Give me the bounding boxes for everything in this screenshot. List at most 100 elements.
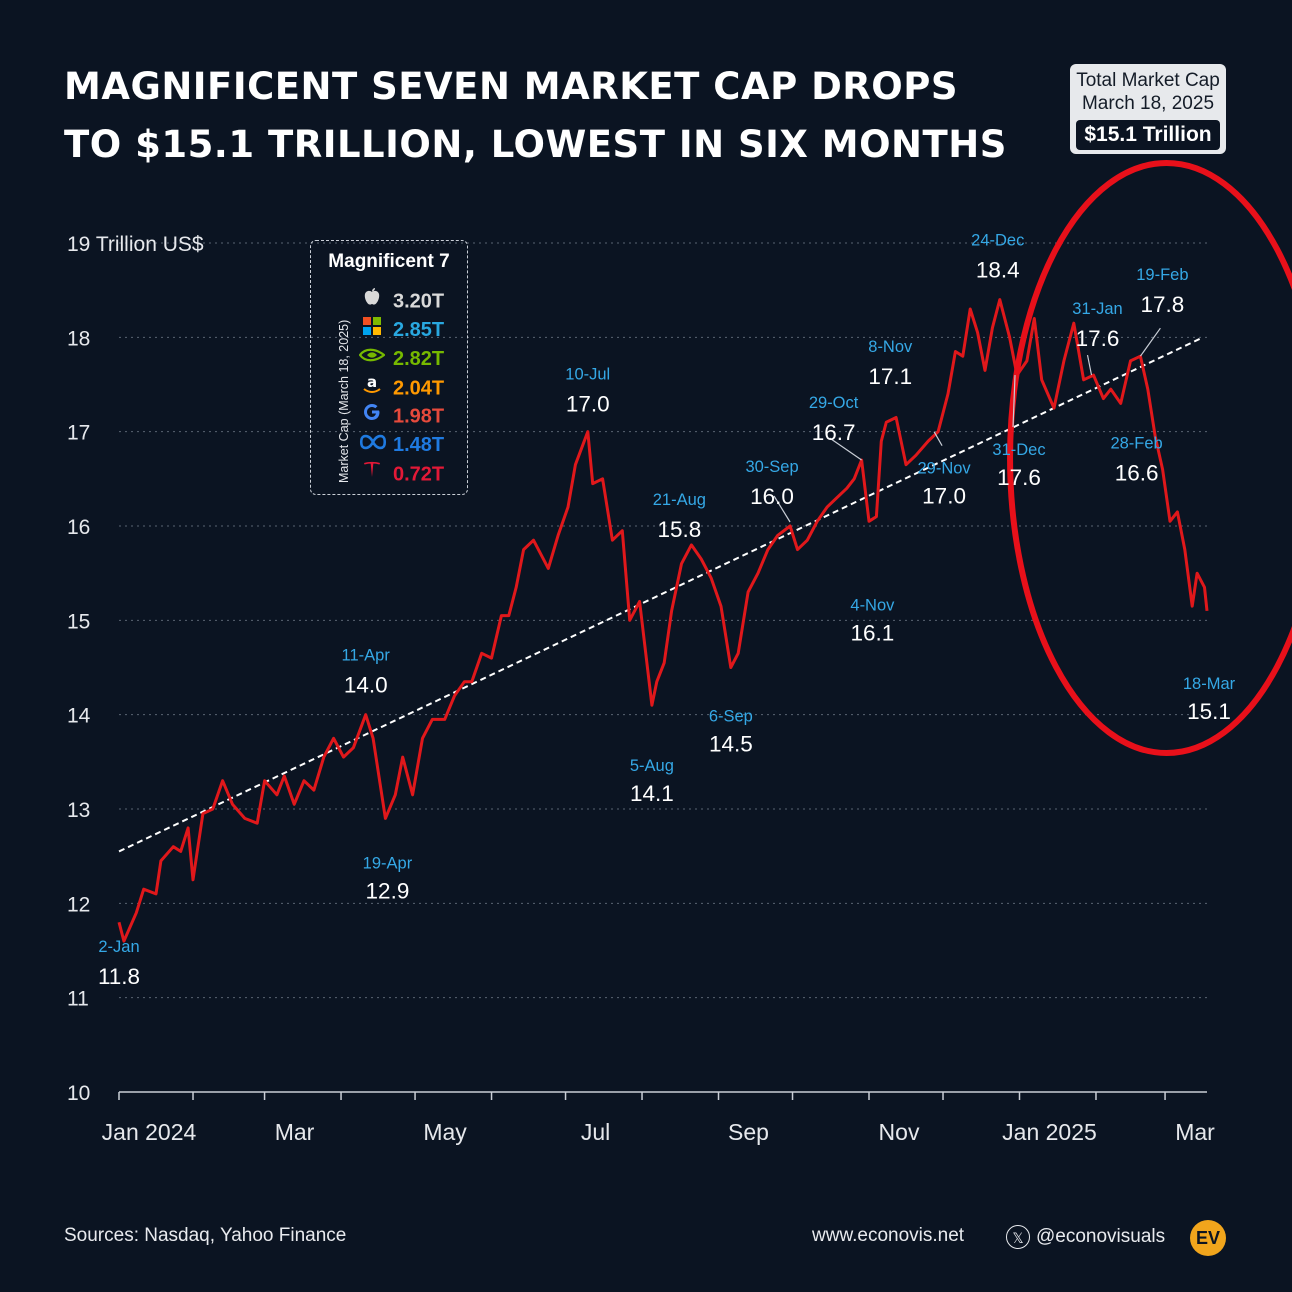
annotation-leader xyxy=(1139,327,1161,357)
title-line-1: MAGNIFICENT SEVEN MARKET CAP DROPS xyxy=(64,65,959,108)
annotation-date: 19-Apr xyxy=(363,854,413,872)
annotation-date: 24-Dec xyxy=(971,232,1024,250)
y-tick-label: 18 xyxy=(67,327,90,350)
annotation-date: 6-Sep xyxy=(709,708,753,726)
meta-icon xyxy=(359,432,387,460)
amazon-icon: a xyxy=(359,373,385,404)
annotation-date: 5-Aug xyxy=(630,757,674,775)
annotation-value: 16.6 xyxy=(1115,460,1159,485)
legend-title: Magnificent 7 xyxy=(328,251,450,272)
highlight-ellipse xyxy=(1007,160,1292,756)
legend-value-amazon: 2.04T xyxy=(393,377,445,400)
y-tick-label: 16 xyxy=(67,516,90,539)
total-market-cap-box: Total Market Cap March 18, 2025 $15.1 Tr… xyxy=(1070,64,1226,154)
annotation-value: 18.4 xyxy=(976,258,1020,283)
google-icon xyxy=(359,402,385,432)
tesla-icon xyxy=(359,460,385,490)
annotation-value: 17.0 xyxy=(566,392,610,417)
annotation-date: 11-Apr xyxy=(342,647,391,665)
annotation-value: 15.8 xyxy=(657,517,701,542)
econovis-logo: EV xyxy=(1190,1220,1226,1256)
annotation-value: 17.0 xyxy=(922,484,966,509)
y-tick-label: 17 xyxy=(67,422,90,445)
x-tick-label: Jul xyxy=(581,1119,610,1145)
annotation-value: 16.7 xyxy=(812,420,856,445)
legend-vertical-label: Market Cap (March 18, 2025) xyxy=(337,319,351,483)
annotation-value: 16.1 xyxy=(851,621,895,646)
annotation-value: 17.1 xyxy=(868,364,912,389)
legend-item-microsoft: 2.85T xyxy=(359,316,444,344)
annotation-date: 29-Nov xyxy=(917,460,971,478)
annotation-date: 10-Jul xyxy=(565,366,610,384)
annotation-date: 8-Nov xyxy=(868,338,913,356)
legend-item-apple: 3.20T xyxy=(359,287,444,315)
x-tick-label: Jan 2025 xyxy=(1002,1119,1097,1145)
y-tick-label: 11 xyxy=(67,988,89,1011)
y-tick-label: 10 xyxy=(67,1082,90,1105)
annotation-date: 21-Aug xyxy=(653,491,706,509)
legend-value-google: 1.98T xyxy=(393,405,445,428)
series-line xyxy=(117,298,1209,943)
annotation-date: 28-Feb xyxy=(1110,434,1162,452)
x-tick-label: Nov xyxy=(879,1119,920,1145)
annotation-value: 14.5 xyxy=(709,732,753,757)
footer-sources: Sources: Nasdaq, Yahoo Finance xyxy=(64,1225,347,1246)
title-line-2: TO $15.1 TRILLION, LOWEST IN SIX MONTHS xyxy=(64,123,1007,166)
annotation-date: 18-Mar xyxy=(1183,675,1236,693)
annotation-value: 17.6 xyxy=(997,465,1041,490)
annotation-date: 31-Jan xyxy=(1072,300,1122,318)
y-tick-label: 14 xyxy=(67,705,91,728)
total-box-label: Total Market Cap xyxy=(1076,70,1220,91)
x-tick-label: May xyxy=(423,1119,467,1145)
annotation-value: 15.1 xyxy=(1187,699,1231,724)
y-tick-label: 19 Trillion US$ xyxy=(67,233,204,256)
footer-social-handle: @econovisuals xyxy=(1036,1226,1166,1248)
annotation-leader xyxy=(1086,354,1093,376)
x-tick-label: Mar xyxy=(1175,1119,1215,1145)
y-tick-label: 15 xyxy=(67,610,90,633)
x-tick-label: Jan 2024 xyxy=(102,1119,197,1145)
annotation-leader xyxy=(1012,375,1016,428)
annotation-value: 17.6 xyxy=(1076,326,1120,351)
legend-item-google: 1.98T xyxy=(359,402,444,430)
annotation-leader xyxy=(933,431,943,446)
svg-text:a: a xyxy=(367,374,377,391)
annotation-date: 29-Oct xyxy=(809,394,859,412)
legend-item-meta: 1.48T xyxy=(359,431,444,459)
y-tick-label: 13 xyxy=(67,799,90,822)
legend-item-amazon: a 2.04T xyxy=(359,373,445,404)
footer-website[interactable]: www.econovis.net xyxy=(812,1225,965,1246)
annotation-value: 16.0 xyxy=(750,484,794,509)
annotation-date: 4-Nov xyxy=(850,597,895,615)
annotation-value: 11.8 xyxy=(98,964,140,989)
total-box-value: $15.1 Trillion xyxy=(1076,120,1220,150)
annotation-value: 12.9 xyxy=(366,878,410,903)
legend-item-tesla: 0.72T xyxy=(359,460,444,488)
legend-value-tesla: 0.72T xyxy=(393,463,445,486)
total-box-date: March 18, 2025 xyxy=(1081,93,1215,114)
legend-item-nvidia: 2.82T xyxy=(358,345,445,374)
apple-icon xyxy=(359,287,385,317)
annotation-date: 2-Jan xyxy=(98,938,139,956)
legend-value-apple: 3.20T xyxy=(393,290,445,313)
legend: Magnificent 7 Market Cap (March 18, 2025… xyxy=(310,240,468,495)
annotation-value: 14.0 xyxy=(344,673,388,698)
legend-value-nvidia: 2.82T xyxy=(393,348,445,370)
legend-value-microsoft: 2.85T xyxy=(393,319,445,341)
nvidia-icon xyxy=(358,346,386,374)
annotation-date: 31-Dec xyxy=(992,441,1045,459)
chart-title: MAGNIFICENT SEVEN MARKET CAP DROPS TO $1… xyxy=(64,58,1007,174)
x-tick-label: Sep xyxy=(728,1119,769,1145)
microsoft-icon xyxy=(359,316,385,345)
x-tick-label: Mar xyxy=(275,1119,315,1145)
footer-social[interactable]: 𝕏 @econovisuals xyxy=(1006,1225,1165,1249)
annotation-value: 17.8 xyxy=(1140,292,1184,317)
y-tick-label: 12 xyxy=(67,893,90,916)
legend-value-meta: 1.48T xyxy=(393,434,445,456)
annotation-leader xyxy=(829,437,862,461)
x-icon: 𝕏 xyxy=(1006,1225,1030,1249)
annotation-date: 19-Feb xyxy=(1136,266,1188,284)
annotation-value: 14.1 xyxy=(630,781,674,806)
annotation-date: 30-Sep xyxy=(745,458,798,476)
